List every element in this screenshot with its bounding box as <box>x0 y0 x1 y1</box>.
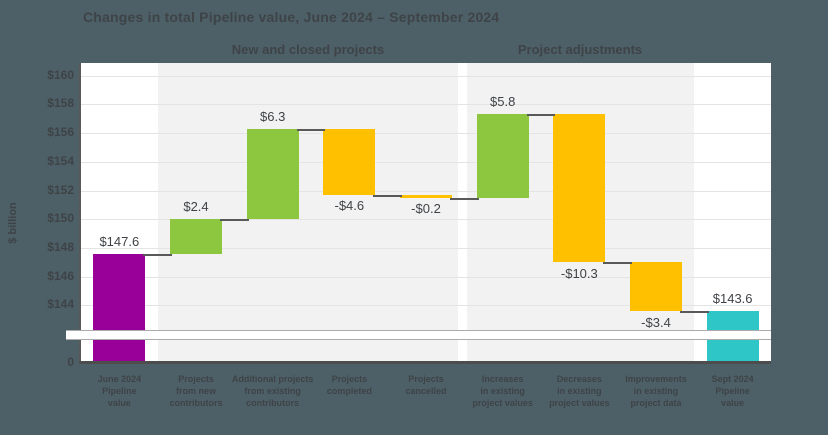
x-axis-category-label: June 2024 Pipeline value <box>97 374 142 409</box>
x-axis-category-label: Projects completed <box>326 374 372 397</box>
bar-value-label: -$4.6 <box>334 198 365 214</box>
y-axis-tick-label: $158 <box>47 96 74 111</box>
bar-value-label: -$0.2 <box>411 201 441 217</box>
y-axis-zero-label: 0 <box>67 355 74 369</box>
bar-increase <box>246 128 299 220</box>
y-axis-tick-label: $150 <box>47 211 74 226</box>
gridline <box>81 247 771 249</box>
connector-line <box>143 253 172 256</box>
bar-decrease <box>553 114 606 263</box>
y-axis-tick-label: $144 <box>47 297 74 312</box>
x-axis-category-label: Decreases in existing project values <box>549 374 610 409</box>
group-header-project-adjustments: Project adjustments <box>517 42 643 57</box>
bar-increase <box>170 219 222 254</box>
bar-value-label: $143.6 <box>712 291 753 307</box>
connector-line <box>450 197 479 200</box>
bar-increase <box>476 114 529 198</box>
chart-title: Changes in total Pipeline value, June 20… <box>83 9 500 25</box>
bar-value-label: $147.6 <box>99 233 140 249</box>
x-axis-category-label: Increases in existing project values <box>472 374 533 409</box>
y-axis-tick-label: $160 <box>47 67 74 82</box>
gridline <box>81 133 771 135</box>
y-axis-tick-label: $146 <box>47 268 74 283</box>
bar-decrease <box>323 128 376 195</box>
connector-line <box>603 262 632 265</box>
group-header-new-and-closed-projects: New and closed projects <box>231 42 385 57</box>
bar-decrease <box>630 262 682 312</box>
connector-line <box>296 128 326 131</box>
gridline <box>81 305 771 307</box>
connector-line <box>373 194 402 197</box>
bar-decrease <box>400 194 452 198</box>
gridline <box>81 190 771 192</box>
y-axis-break <box>66 329 771 340</box>
bar-value-label: $6.3 <box>260 108 286 124</box>
connector-line <box>680 311 709 314</box>
bar-total_start <box>93 253 146 363</box>
plot-band-new-and-closed-projects <box>157 63 458 363</box>
gridline <box>81 161 771 163</box>
x-axis-category-label: Sept 2024 Pipeline value <box>711 374 754 409</box>
plot-area: $147.6 $2.4 $6.3 -$4.6 -$0.2 $5.8 -$10.3 -$3.4 $… <box>66 63 771 364</box>
x-axis-category-label: Improvements in existing project data <box>625 374 687 409</box>
gridline <box>81 104 771 106</box>
y-axis-tick-label: $148 <box>47 239 74 254</box>
x-axis-category-label: Projects cancelled <box>405 374 447 397</box>
y-axis-line <box>79 63 81 363</box>
connector-line <box>220 219 249 222</box>
x-axis-line <box>79 361 771 364</box>
y-axis-tick-label: $152 <box>47 182 74 197</box>
bar-value-label: -$3.4 <box>641 314 671 330</box>
y-axis-tick-label: $154 <box>47 153 74 168</box>
y-axis-tick-label: $156 <box>47 125 74 140</box>
bar-value-label: $2.4 <box>183 199 209 215</box>
bar-value-label: $5.8 <box>490 94 516 110</box>
gridline <box>81 75 771 77</box>
x-axis-category-label: Additional projects from existing contri… <box>231 374 314 409</box>
gridline <box>81 276 771 278</box>
connector-line <box>526 114 556 117</box>
x-axis-category-label: Projects from new contributors <box>169 374 223 409</box>
gridline <box>81 219 771 221</box>
bar-value-label: -$10.3 <box>560 265 598 281</box>
